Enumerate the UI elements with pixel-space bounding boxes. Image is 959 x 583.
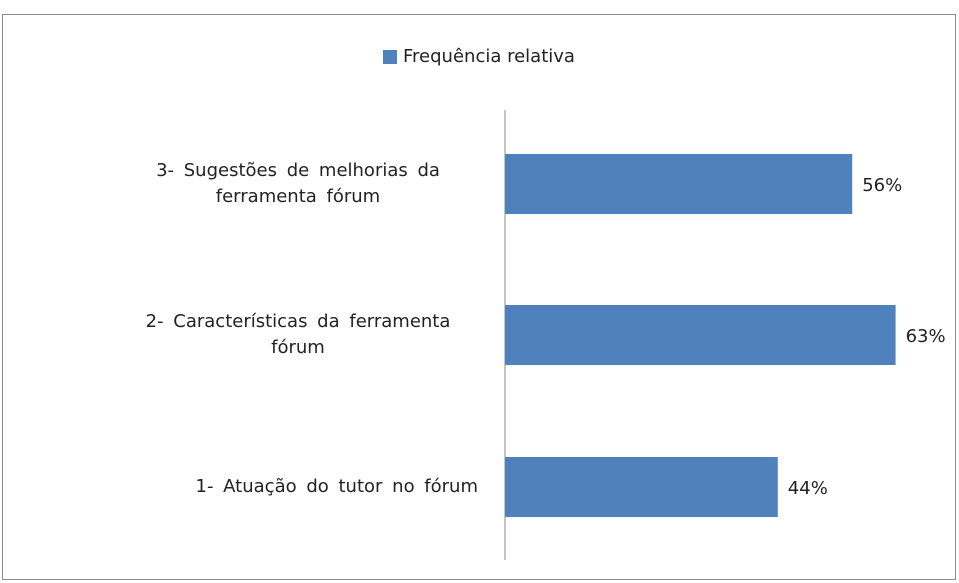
data-label: 63% [906,326,946,347]
legend-label: Frequência relativa [403,46,575,67]
bar [505,305,896,365]
bar [505,457,778,517]
data-label: 44% [788,478,828,499]
bar [505,154,853,214]
chart-frame [2,14,956,580]
category-label: 1- Atuação do tutor no fórum [195,476,478,497]
category-label: 3- Sugestões de melhorias da ferramenta … [156,160,440,207]
data-label: 56% [862,175,902,196]
category-label: 2- Características da ferramenta fórum [145,311,451,358]
legend-swatch [383,50,397,64]
